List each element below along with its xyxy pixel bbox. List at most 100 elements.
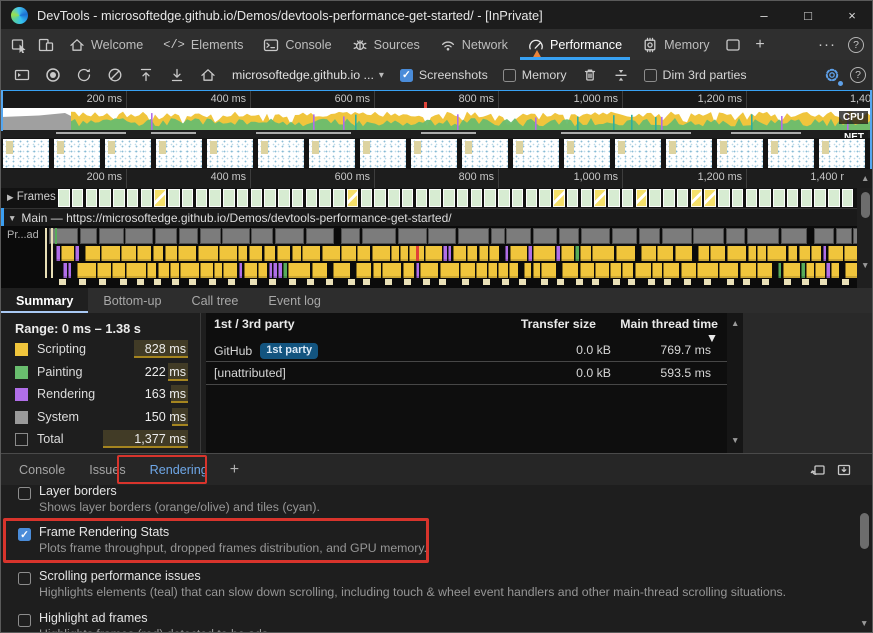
flame-segment[interactable] bbox=[120, 246, 137, 261]
flame-segment[interactable] bbox=[258, 263, 268, 278]
flame-segment[interactable] bbox=[467, 246, 478, 261]
memory-checkbox-row[interactable]: Memory bbox=[498, 68, 572, 82]
flame-segment[interactable] bbox=[228, 279, 236, 285]
flame-segment[interactable] bbox=[274, 228, 305, 244]
frame-block[interactable] bbox=[401, 189, 414, 207]
flame-segment[interactable] bbox=[822, 246, 827, 261]
frame-block[interactable] bbox=[676, 189, 689, 207]
flame-segment[interactable] bbox=[238, 246, 248, 261]
flame-segment[interactable] bbox=[815, 263, 826, 278]
dim-3rd-parties-checkbox-row[interactable]: Dim 3rd parties bbox=[639, 68, 752, 82]
flame-segment[interactable] bbox=[119, 279, 127, 285]
flame-segment[interactable] bbox=[767, 246, 787, 261]
load-profile-button[interactable] bbox=[133, 63, 159, 87]
screenshot-thumbnail[interactable] bbox=[105, 139, 151, 168]
flame-segment[interactable] bbox=[311, 263, 327, 278]
frame-block[interactable] bbox=[608, 189, 620, 207]
flame-segment[interactable] bbox=[112, 263, 125, 278]
home-button[interactable] bbox=[195, 63, 221, 87]
flame-segment[interactable] bbox=[125, 228, 154, 244]
reload-and-record-button[interactable] bbox=[71, 63, 97, 87]
frame-block[interactable] bbox=[525, 189, 537, 207]
flame-segment[interactable] bbox=[443, 246, 447, 261]
summary-tab-bottom-up[interactable]: Bottom-up bbox=[103, 293, 162, 308]
flame-segment[interactable] bbox=[541, 263, 556, 278]
flame-segment[interactable] bbox=[621, 263, 634, 278]
flame-segment[interactable] bbox=[200, 228, 221, 244]
clear-recording-button[interactable] bbox=[102, 63, 128, 87]
summary-tab-call-tree[interactable]: Call tree bbox=[191, 293, 239, 308]
flame-segment[interactable] bbox=[341, 246, 357, 261]
dropped-frame-block[interactable] bbox=[690, 189, 702, 207]
flame-segment[interactable] bbox=[806, 263, 815, 278]
frame-block[interactable] bbox=[236, 189, 249, 207]
drawer-tab-issues[interactable]: Issues bbox=[89, 462, 126, 477]
frame-block[interactable] bbox=[759, 189, 771, 207]
flame-segment[interactable] bbox=[595, 263, 609, 278]
flame-segment[interactable] bbox=[813, 228, 835, 244]
frame-block[interactable] bbox=[374, 189, 386, 207]
scroll-down-icon[interactable]: ▼ bbox=[861, 260, 870, 270]
flame-segment[interactable] bbox=[488, 263, 497, 278]
flame-segment[interactable] bbox=[273, 263, 277, 278]
flame-segment[interactable] bbox=[223, 263, 238, 278]
flame-segment[interactable] bbox=[704, 279, 712, 285]
flame-segment[interactable] bbox=[251, 228, 274, 244]
flame-segment[interactable] bbox=[340, 228, 361, 244]
screenshot-thumbnail[interactable] bbox=[156, 139, 202, 168]
flame-segment[interactable] bbox=[152, 246, 164, 261]
frame-block[interactable] bbox=[126, 189, 139, 207]
flame-segment[interactable] bbox=[663, 279, 671, 285]
flame-segment[interactable] bbox=[661, 228, 692, 244]
flame-segment[interactable] bbox=[171, 279, 179, 285]
frame-block[interactable] bbox=[470, 189, 482, 207]
frame-block[interactable] bbox=[456, 189, 469, 207]
rendering-checkbox[interactable] bbox=[18, 614, 31, 627]
screenshot-thumbnail[interactable] bbox=[258, 139, 304, 168]
flame-segment[interactable] bbox=[761, 279, 769, 285]
screenshots-checkbox-row[interactable]: ✓ Screenshots bbox=[395, 68, 493, 82]
tracks-scrollbar[interactable]: ▲ ▼ bbox=[857, 173, 872, 288]
flame-segment[interactable] bbox=[558, 228, 580, 244]
garbage-collect-button[interactable] bbox=[577, 63, 603, 87]
flame-segment[interactable] bbox=[581, 228, 611, 244]
close-button[interactable]: × bbox=[848, 7, 856, 23]
screenshot-thumbnail[interactable] bbox=[54, 139, 100, 168]
flame-chart[interactable]: Pr...ad bbox=[1, 226, 872, 288]
flame-segment[interactable] bbox=[640, 246, 656, 261]
flame-segment[interactable] bbox=[835, 228, 852, 244]
flame-segment[interactable] bbox=[634, 263, 651, 278]
tab-performance[interactable]: Performance bbox=[518, 29, 632, 60]
flame-segment[interactable] bbox=[153, 279, 161, 285]
rendering-checkbox[interactable] bbox=[18, 487, 31, 500]
tab-elements[interactable]: </> Elements bbox=[163, 37, 244, 52]
flame-segment[interactable] bbox=[647, 279, 655, 285]
flame-segment[interactable] bbox=[498, 263, 508, 278]
flame-segment[interactable] bbox=[361, 228, 397, 244]
screenshot-thumbnail[interactable] bbox=[564, 139, 610, 168]
screenshots-checkbox[interactable]: ✓ bbox=[399, 68, 413, 82]
flame-segment[interactable] bbox=[384, 279, 392, 285]
frame-block[interactable] bbox=[223, 189, 235, 207]
overview-time-ruler[interactable]: 200 ms 400 ms 600 ms 800 ms 1,000 ms 1,200 ms… bbox=[1, 90, 872, 108]
flame-segment[interactable] bbox=[504, 246, 509, 261]
drawer-tab-rendering[interactable]: Rendering bbox=[149, 462, 208, 477]
flame-segment[interactable] bbox=[137, 246, 152, 261]
flame-segment[interactable] bbox=[533, 246, 555, 261]
flame-segment[interactable] bbox=[560, 246, 574, 261]
flame-segment[interactable] bbox=[147, 263, 157, 278]
frame-block[interactable] bbox=[250, 189, 262, 207]
inspect-element-button[interactable] bbox=[5, 29, 32, 60]
frame-block[interactable] bbox=[786, 189, 799, 207]
frame-block[interactable] bbox=[429, 189, 441, 207]
flame-segment[interactable] bbox=[157, 263, 169, 278]
flame-segment[interactable] bbox=[363, 279, 371, 285]
flame-segment[interactable] bbox=[831, 263, 839, 278]
flame-segment[interactable] bbox=[268, 263, 273, 278]
flame-segment[interactable] bbox=[490, 228, 505, 244]
flame-segment[interactable] bbox=[60, 246, 74, 261]
add-drawer-tab-button[interactable]: + bbox=[229, 460, 240, 478]
flame-segment[interactable] bbox=[197, 246, 218, 261]
flame-segment[interactable] bbox=[243, 263, 257, 278]
flame-segment[interactable] bbox=[248, 246, 263, 261]
